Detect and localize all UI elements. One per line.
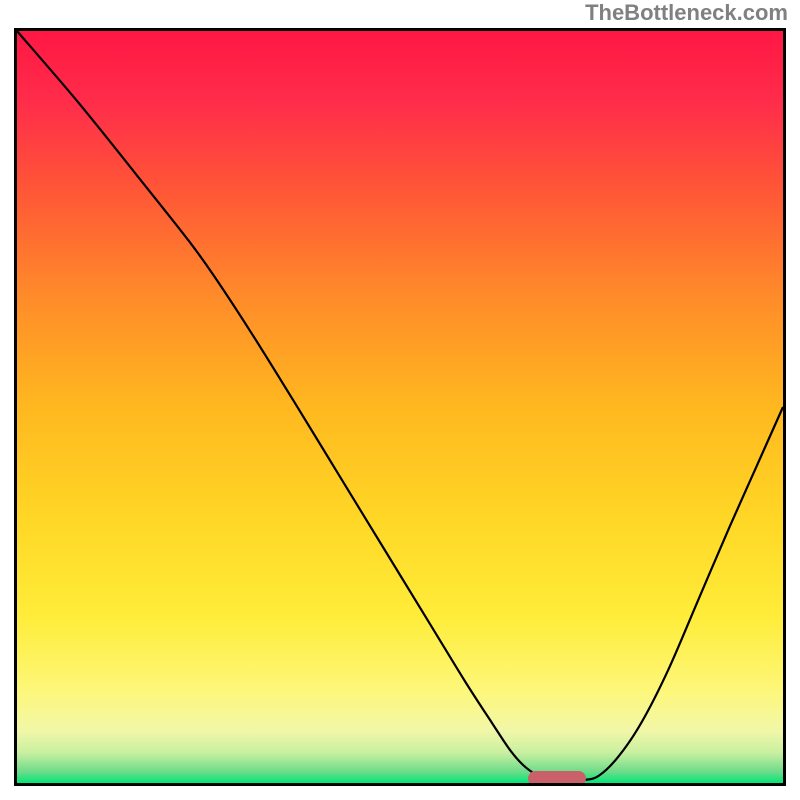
chart-frame — [14, 28, 786, 786]
optimal-marker — [528, 771, 586, 786]
watermark-text: TheBottleneck.com — [585, 0, 788, 26]
bottleneck-curve — [17, 31, 783, 783]
